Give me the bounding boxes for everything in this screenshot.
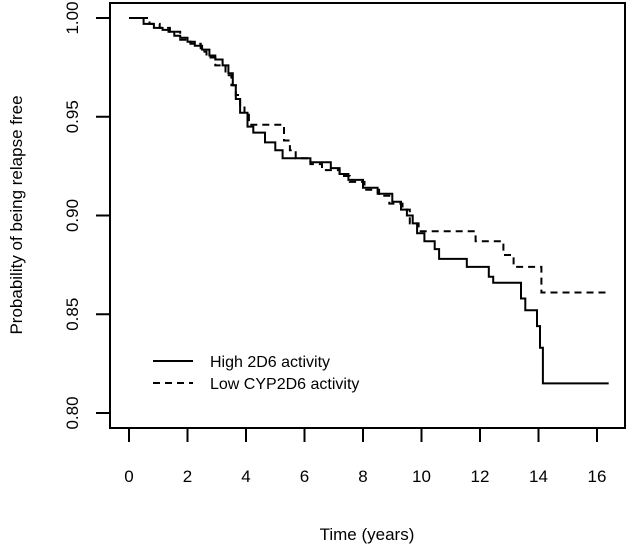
km-curve-solid [129, 17, 609, 385]
y-axis-ticks: 0.80 0.85 0.90 0.95 1.00 [63, 1, 110, 430]
survival-curves [129, 17, 609, 385]
x-axis-ticks: 0 2 4 6 8 10 12 14 16 [124, 428, 606, 486]
km-curve-dashed [129, 17, 608, 294]
y-tick-label: 0.90 [63, 199, 82, 232]
x-tick-label: 0 [124, 467, 133, 486]
x-tick-label: 10 [412, 467, 431, 486]
legend-label-low-cyp2d6: Low CYP2D6 activity [210, 376, 359, 393]
legend: High 2D6 activity Low CYP2D6 activity [153, 354, 359, 393]
x-tick-label: 6 [300, 467, 309, 486]
y-tick-label: 0.80 [63, 396, 82, 429]
x-tick-label: 14 [529, 467, 548, 486]
y-axis-title: Probability of being relapse free [7, 95, 26, 334]
x-tick-label: 12 [471, 467, 490, 486]
x-tick-label: 16 [588, 467, 607, 486]
x-axis-title: Time (years) [320, 525, 415, 544]
y-tick-label: 0.95 [63, 100, 82, 133]
plot-border-box [109, 2, 626, 429]
legend-label-high-2d6: High 2D6 activity [210, 354, 330, 371]
y-tick-label: 1.00 [63, 1, 82, 34]
x-tick-label: 8 [358, 467, 367, 486]
x-tick-label: 2 [183, 467, 192, 486]
x-tick-label: 4 [241, 467, 250, 486]
y-tick-label: 0.85 [63, 298, 82, 331]
